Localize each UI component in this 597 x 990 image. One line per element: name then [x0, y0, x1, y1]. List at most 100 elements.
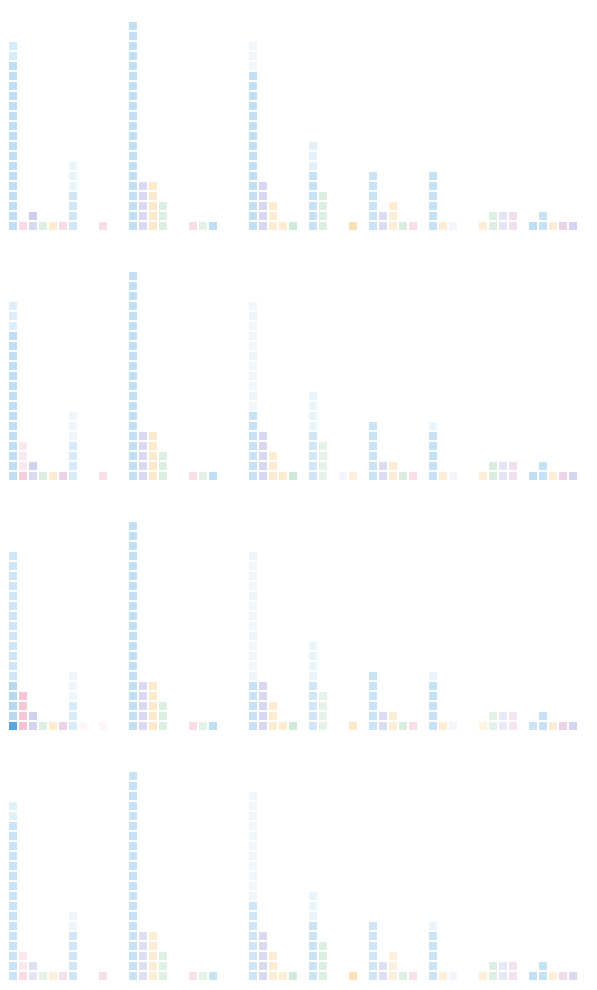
waffle-cell — [379, 212, 387, 220]
waffle-cell — [209, 722, 217, 730]
waffle-column — [479, 472, 487, 480]
waffle-cell — [129, 52, 137, 60]
waffle-cell — [309, 182, 317, 190]
waffle-cell — [249, 42, 257, 50]
waffle-column — [149, 182, 157, 230]
waffle-cell — [49, 472, 57, 480]
waffle-column — [269, 952, 277, 980]
waffle-cell — [39, 222, 47, 230]
waffle-cell — [429, 672, 437, 680]
waffle-cell — [539, 962, 547, 970]
waffle-cell — [429, 432, 437, 440]
waffle-cell — [429, 682, 437, 690]
waffle-cell — [139, 682, 147, 690]
waffle-cell — [319, 452, 327, 460]
waffle-column — [69, 672, 77, 730]
waffle-column — [129, 772, 137, 980]
waffle-cell — [9, 872, 17, 880]
waffle-column — [369, 172, 377, 230]
waffle-column — [529, 972, 537, 980]
waffle-cell — [319, 962, 327, 970]
waffle-cell — [209, 972, 217, 980]
waffle-cell — [9, 82, 17, 90]
waffle-cell — [9, 842, 17, 850]
waffle-cell — [9, 102, 17, 110]
waffle-cell — [409, 472, 417, 480]
waffle-cell — [379, 712, 387, 720]
waffle-cell — [69, 712, 77, 720]
waffle-cell — [309, 952, 317, 960]
waffle-cell — [249, 122, 257, 130]
waffle-column — [99, 972, 107, 980]
waffle-cell — [369, 182, 377, 190]
waffle-cell — [149, 432, 157, 440]
waffle-cell — [389, 712, 397, 720]
waffle-cell — [429, 952, 437, 960]
waffle-cell — [159, 952, 167, 960]
waffle-column — [29, 962, 37, 980]
waffle-cell — [369, 172, 377, 180]
waffle-column — [59, 222, 67, 230]
waffle-cell — [319, 442, 327, 450]
waffle-cell — [249, 92, 257, 100]
waffle-column — [499, 712, 507, 730]
waffle-cell — [549, 972, 557, 980]
waffle-cell — [189, 222, 197, 230]
waffle-cell — [309, 432, 317, 440]
waffle-cell — [509, 962, 517, 970]
waffle-cell — [149, 702, 157, 710]
waffle-column — [509, 712, 517, 730]
waffle-column — [159, 702, 167, 730]
waffle-cell — [399, 222, 407, 230]
waffle-cell — [129, 652, 137, 660]
waffle-cell — [389, 962, 397, 970]
waffle-cell — [249, 102, 257, 110]
waffle-cell — [129, 962, 137, 970]
waffle-cell — [129, 682, 137, 690]
waffle-cell — [409, 722, 417, 730]
waffle-cell — [129, 152, 137, 160]
waffle-column — [449, 972, 457, 980]
waffle-cell — [129, 802, 137, 810]
waffle-cell — [539, 462, 547, 470]
waffle-cell — [99, 472, 107, 480]
waffle-cell — [559, 472, 567, 480]
waffle-cell — [509, 722, 517, 730]
waffle-cell — [499, 462, 507, 470]
waffle-cell — [549, 472, 557, 480]
waffle-cell — [129, 912, 137, 920]
waffle-cell — [309, 892, 317, 900]
waffle-column — [549, 222, 557, 230]
waffle-cell — [249, 952, 257, 960]
waffle-column — [369, 922, 377, 980]
waffle-cell — [9, 392, 17, 400]
waffle-cell — [249, 852, 257, 860]
waffle-cell — [569, 972, 577, 980]
waffle-cell — [129, 842, 137, 850]
waffle-cell — [59, 972, 67, 980]
waffle-cell — [309, 932, 317, 940]
waffle-cell — [39, 472, 47, 480]
waffle-cell — [249, 432, 257, 440]
waffle-cell — [29, 222, 37, 230]
waffle-cell — [129, 672, 137, 680]
waffle-cell — [159, 472, 167, 480]
waffle-column — [539, 712, 547, 730]
waffle-cell — [309, 942, 317, 950]
waffle-cell — [139, 962, 147, 970]
waffle-cell — [139, 442, 147, 450]
waffle-column — [19, 222, 27, 230]
waffle-cell — [129, 202, 137, 210]
waffle-cell — [249, 352, 257, 360]
waffle-cell — [9, 152, 17, 160]
waffle-cell — [509, 472, 517, 480]
waffle-column — [379, 712, 387, 730]
waffle-cell — [9, 582, 17, 590]
waffle-cell — [249, 52, 257, 60]
waffle-cell — [489, 722, 497, 730]
waffle-cell — [9, 932, 17, 940]
waffle-cell — [9, 212, 17, 220]
waffle-cell — [369, 472, 377, 480]
waffle-cell — [429, 922, 437, 930]
waffle-cell — [29, 972, 37, 980]
